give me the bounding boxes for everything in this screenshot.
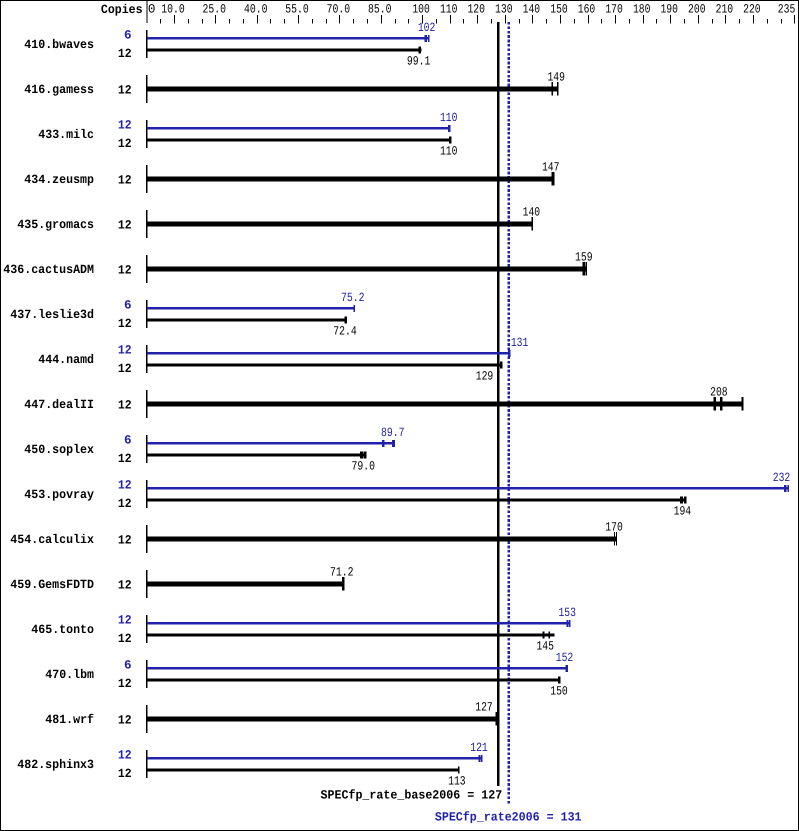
- svg-text:200: 200: [688, 3, 706, 17]
- svg-text:102: 102: [418, 21, 436, 35]
- svg-text:190: 190: [660, 3, 678, 17]
- svg-text:444.namd: 444.namd: [38, 353, 94, 367]
- svg-text:140: 140: [523, 206, 541, 220]
- svg-text:12: 12: [118, 47, 132, 61]
- svg-text:12: 12: [118, 578, 132, 592]
- svg-text:75.2: 75.2: [341, 291, 365, 305]
- svg-text:72.4: 72.4: [333, 325, 357, 339]
- svg-text:SPECfp_rate2006 = 131: SPECfp_rate2006 = 131: [435, 811, 582, 825]
- svg-text:12: 12: [118, 83, 132, 97]
- svg-text:12: 12: [118, 362, 132, 376]
- svg-text:12: 12: [118, 613, 132, 627]
- svg-text:12: 12: [118, 632, 132, 646]
- svg-text:12: 12: [118, 713, 132, 727]
- svg-text:152: 152: [556, 651, 574, 665]
- svg-text:100: 100: [412, 3, 430, 17]
- svg-text:Copies: Copies: [101, 3, 143, 17]
- svg-text:436.cactusADM: 436.cactusADM: [3, 263, 94, 277]
- svg-text:235: 235: [778, 3, 796, 17]
- svg-text:12: 12: [118, 677, 132, 691]
- svg-text:12: 12: [118, 218, 132, 232]
- svg-text:12: 12: [118, 118, 132, 132]
- svg-text:12: 12: [118, 173, 132, 187]
- svg-text:447.dealII: 447.dealII: [24, 398, 94, 412]
- svg-text:12: 12: [118, 748, 132, 762]
- svg-text:12: 12: [118, 343, 132, 357]
- svg-text:40.0: 40.0: [244, 3, 268, 17]
- svg-text:12: 12: [118, 263, 132, 277]
- svg-text:25.0: 25.0: [203, 3, 227, 17]
- svg-text:147: 147: [542, 161, 560, 175]
- svg-text:SPECfp_rate_base2006 = 127: SPECfp_rate_base2006 = 127: [321, 789, 503, 803]
- svg-text:470.lbm: 470.lbm: [45, 668, 94, 682]
- svg-text:55.0: 55.0: [285, 3, 309, 17]
- svg-text:6: 6: [124, 433, 132, 447]
- svg-text:481.wrf: 481.wrf: [45, 713, 94, 727]
- svg-text:12: 12: [118, 497, 132, 511]
- svg-text:433.milc: 433.milc: [38, 128, 94, 142]
- svg-text:110: 110: [440, 111, 458, 125]
- svg-text:149: 149: [547, 71, 565, 85]
- svg-text:127: 127: [475, 701, 493, 715]
- svg-text:12: 12: [118, 767, 132, 781]
- svg-text:12: 12: [118, 478, 132, 492]
- svg-text:0: 0: [148, 3, 156, 17]
- svg-text:79.0: 79.0: [351, 460, 375, 474]
- svg-text:12: 12: [118, 452, 132, 466]
- svg-text:434.zeusmp: 434.zeusmp: [24, 173, 94, 187]
- svg-text:159: 159: [575, 251, 593, 265]
- svg-text:459.GemsFDTD: 459.GemsFDTD: [10, 578, 94, 592]
- svg-text:6: 6: [124, 28, 132, 42]
- svg-text:150: 150: [550, 3, 568, 17]
- svg-text:453.povray: 453.povray: [24, 488, 94, 502]
- svg-text:10.0: 10.0: [161, 3, 185, 17]
- svg-text:150: 150: [550, 685, 568, 699]
- svg-text:110: 110: [440, 3, 458, 17]
- svg-text:131: 131: [511, 336, 529, 350]
- svg-text:465.tonto: 465.tonto: [31, 623, 94, 637]
- svg-text:12: 12: [118, 137, 132, 151]
- svg-text:454.calculix: 454.calculix: [10, 533, 94, 547]
- svg-text:160: 160: [578, 3, 596, 17]
- svg-text:482.sphinx3: 482.sphinx3: [17, 758, 94, 772]
- svg-text:194: 194: [674, 505, 692, 519]
- svg-text:6: 6: [124, 298, 132, 312]
- svg-text:170: 170: [605, 521, 623, 535]
- svg-text:89.7: 89.7: [381, 426, 405, 440]
- svg-text:437.leslie3d: 437.leslie3d: [10, 308, 94, 322]
- svg-text:220: 220: [743, 3, 761, 17]
- svg-text:12: 12: [118, 317, 132, 331]
- svg-text:12: 12: [118, 533, 132, 547]
- svg-text:70.0: 70.0: [327, 3, 351, 17]
- svg-text:232: 232: [773, 471, 791, 485]
- svg-text:120: 120: [467, 3, 485, 17]
- svg-text:145: 145: [536, 640, 554, 654]
- svg-text:140: 140: [523, 3, 541, 17]
- svg-text:450.soplex: 450.soplex: [24, 443, 94, 457]
- svg-text:6: 6: [124, 658, 132, 672]
- svg-text:71.2: 71.2: [330, 566, 354, 580]
- svg-text:170: 170: [605, 3, 623, 17]
- svg-text:129: 129: [476, 370, 494, 384]
- svg-text:113: 113: [448, 775, 466, 789]
- svg-text:153: 153: [558, 606, 576, 620]
- svg-text:410.bwaves: 410.bwaves: [24, 38, 94, 52]
- svg-text:130: 130: [495, 3, 513, 17]
- svg-text:99.1: 99.1: [407, 55, 431, 69]
- svg-text:208: 208: [710, 386, 728, 400]
- svg-text:416.gamess: 416.gamess: [24, 83, 94, 97]
- svg-text:180: 180: [633, 3, 651, 17]
- svg-text:12: 12: [118, 398, 132, 412]
- svg-text:110: 110: [440, 145, 458, 159]
- svg-text:435.gromacs: 435.gromacs: [17, 218, 94, 232]
- svg-text:121: 121: [470, 741, 488, 755]
- svg-text:210: 210: [716, 3, 734, 17]
- svg-text:85.0: 85.0: [368, 3, 392, 17]
